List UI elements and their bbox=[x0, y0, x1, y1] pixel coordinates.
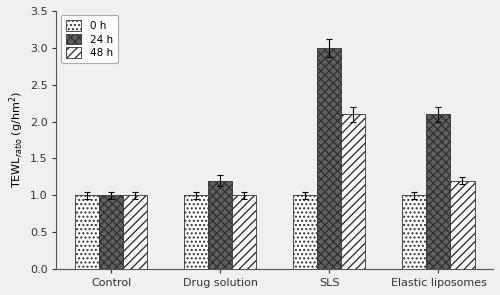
Bar bbox=[75, 195, 99, 269]
Bar bbox=[208, 181, 232, 269]
Y-axis label: TEWL$_{ratio}$ (g/hm$^{2}$): TEWL$_{ratio}$ (g/hm$^{2}$) bbox=[7, 92, 26, 189]
Bar bbox=[450, 181, 474, 269]
Bar bbox=[184, 195, 208, 269]
Bar bbox=[232, 195, 256, 269]
Bar bbox=[294, 195, 318, 269]
Bar bbox=[99, 195, 123, 269]
Bar bbox=[426, 114, 450, 269]
Bar bbox=[402, 195, 426, 269]
Bar bbox=[123, 195, 147, 269]
Bar bbox=[342, 114, 365, 269]
Bar bbox=[318, 48, 342, 269]
Legend: 0 h, 24 h, 48 h: 0 h, 24 h, 48 h bbox=[60, 15, 118, 63]
